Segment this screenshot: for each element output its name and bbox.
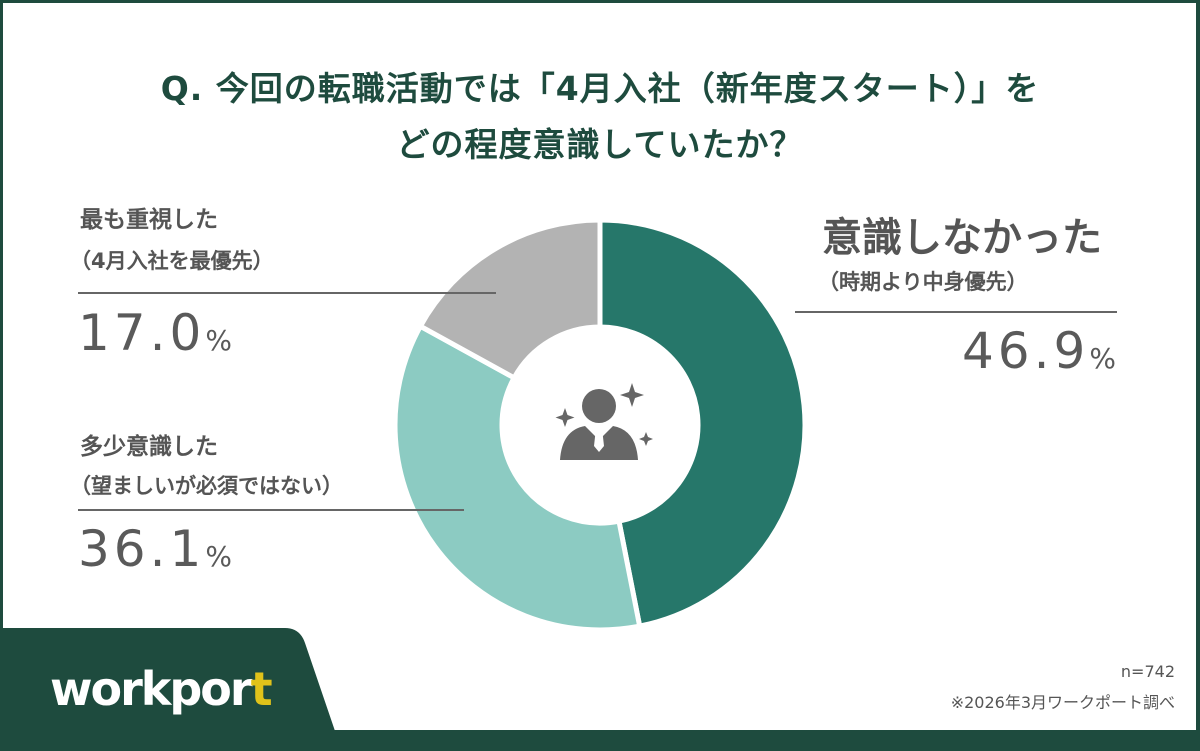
donut-slice-0 (597, 217, 808, 630)
source-note: ※2026年3月ワークポート調べ (950, 693, 1175, 712)
data-label-2: 17.0% (78, 304, 232, 362)
donut-slice-1 (392, 322, 643, 633)
leader-line-1 (78, 509, 464, 511)
data-label-0: 46.9% (962, 322, 1116, 380)
slice-sublabel-1: （望ましいが必須ではない） (70, 474, 343, 498)
donut-slice-2 (416, 217, 603, 382)
leader-line-2 (78, 292, 496, 294)
sample-size: n=742 (1120, 662, 1175, 681)
chart-title-line1: Q. 今回の転職活動では「4月入社（新年度スタート）」を (160, 69, 1040, 108)
leader-line-0 (795, 311, 1117, 313)
slice-sublabel-0: （時期より中身優先） (818, 270, 1028, 294)
logo-tab (0, 628, 335, 731)
data-label-1: 36.1% (78, 520, 232, 578)
workport-logo: workport (50, 662, 273, 716)
slice-label-1: 多少意識した (80, 434, 218, 460)
slice-sublabel-2: （4月入社を最優先） (70, 249, 274, 273)
slice-label-0: 意識しなかった (822, 215, 1102, 261)
slice-label-2: 最も重視した (80, 207, 218, 233)
chart-title-line2: どの程度意識していたか？ (396, 125, 804, 164)
businessperson-sparkle-icon (555, 383, 653, 460)
